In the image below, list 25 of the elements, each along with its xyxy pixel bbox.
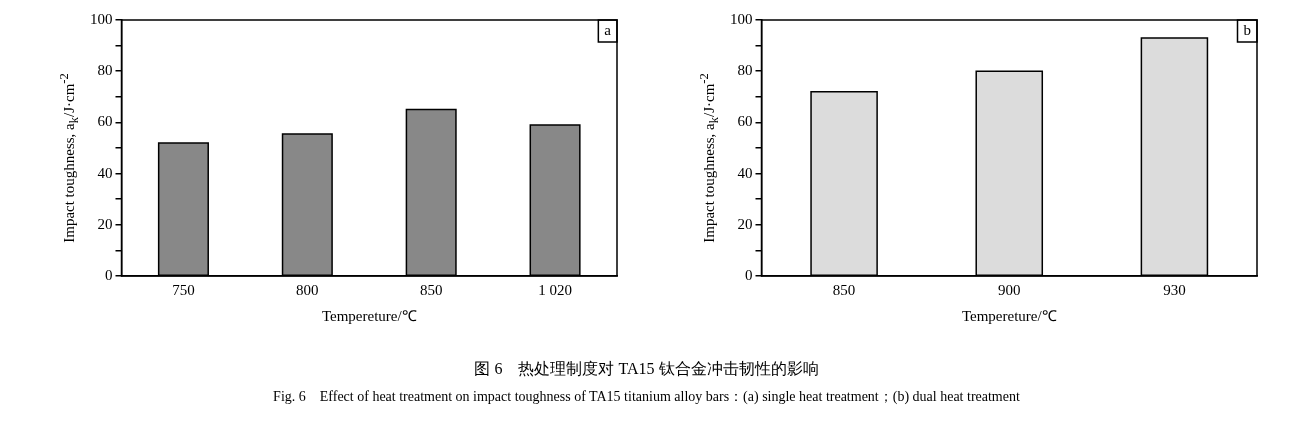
x-tick-label: 850 xyxy=(419,281,442,298)
y-tick-label: 100 xyxy=(89,10,112,27)
caption: 图 6 热处理制度对 TA15 钛合金冲击韧性的影响 xyxy=(473,359,820,379)
y-tick-label: 80 xyxy=(737,62,752,79)
x-tick-label: 930 xyxy=(1162,281,1186,298)
y-tick-label: 60 xyxy=(97,113,112,130)
y-tick-label: 0 xyxy=(104,266,112,283)
caption: Fig. 6 Effect of heat treatment on impact toughness of TA15 titanium alloy bars：(a) single heat treatment；(b) dual heat treatment xyxy=(272,388,1021,406)
x-axis-title: Tempereture/℃ xyxy=(961,307,1057,324)
x-tick-label: 850 xyxy=(832,281,855,298)
x-axis-title: Tempereture/℃ xyxy=(321,307,417,324)
x-tick-label: 750 xyxy=(171,281,195,298)
y-tick-label: 60 xyxy=(737,113,752,130)
annotation: a xyxy=(603,21,611,38)
x-tick-label: 1 020 xyxy=(537,281,572,298)
y-tick-label: 40 xyxy=(97,164,112,181)
y-tick-label: 20 xyxy=(97,215,112,232)
x-tick-label: 800 xyxy=(295,281,319,298)
y-tick-label: 40 xyxy=(737,164,752,181)
y-tick-label: 20 xyxy=(737,215,752,232)
x-tick-label: 900 xyxy=(997,281,1020,298)
y-tick-label: 0 xyxy=(744,266,752,283)
annotation: b xyxy=(1243,21,1251,38)
y-tick-label: 100 xyxy=(729,10,752,27)
y-tick-label: 80 xyxy=(97,62,112,79)
